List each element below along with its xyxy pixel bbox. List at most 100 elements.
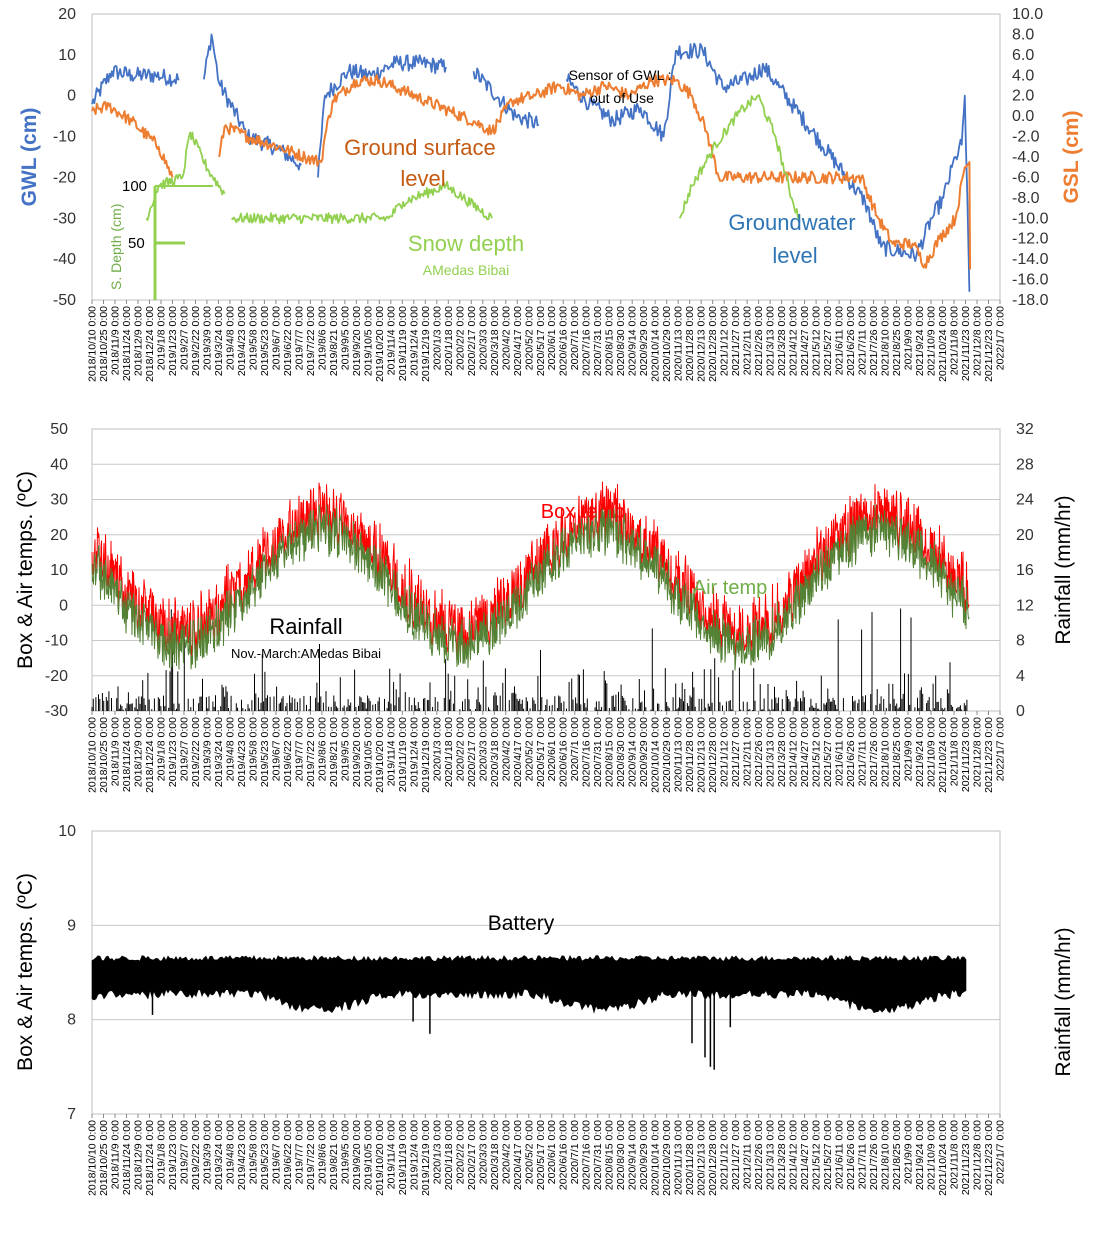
- tick-label: 8: [1016, 633, 1025, 650]
- date-tick-label: 2020/11/13 0:00: [673, 717, 685, 792]
- tick-label: 20: [1016, 527, 1034, 544]
- date-tick-label: 2020/9/14 0:00: [627, 306, 639, 376]
- date-tick-label: 2020/1/3 0:00: [431, 717, 443, 781]
- tick-label: 20: [50, 527, 68, 544]
- date-tick-label: 2019/10/5 0:00: [362, 1120, 374, 1190]
- tick-label: -40: [53, 251, 76, 268]
- tick-label: 10.0: [1012, 6, 1043, 23]
- annotation-rainfall: Rainfall: [269, 614, 342, 639]
- date-tick-label: 2019/3/9 0:00: [201, 306, 213, 370]
- date-tick-label: 2020/4/17 0:00: [512, 1120, 524, 1190]
- tick-label: 10: [58, 47, 76, 64]
- date-tick-label: 2020/10/14 0:00: [650, 717, 662, 793]
- tick-label: 0: [67, 88, 76, 105]
- tick-label: -10: [53, 129, 76, 146]
- date-tick-label: 2019/9/5 0:00: [339, 1120, 351, 1184]
- date-tick-label: 2020/10/29 0:00: [661, 1120, 673, 1196]
- date-tick-label: 2019/8/21 0:00: [328, 717, 340, 787]
- snow-depth-inset-scale: 100 50 S. Depth (cm): [108, 178, 213, 300]
- date-tick-label: 2020/11/13 0:00: [673, 1120, 685, 1195]
- tick-label: 7: [67, 1106, 76, 1123]
- date-tick-label: 2020/7/1 0:00: [569, 306, 581, 370]
- annotation-snow-depth: Snow depth: [408, 231, 524, 256]
- date-tick-label: 2019/10/20 0:00: [374, 306, 386, 382]
- date-tick-label: 2021/7/11 0:00: [857, 1120, 869, 1189]
- date-tick-label: 2019/7/22 0:00: [305, 717, 317, 787]
- date-tick-label: 2020/3/18 0:00: [489, 1120, 501, 1190]
- date-tick-label: 2020/3/3 0:00: [477, 717, 489, 781]
- date-tick-label: 2021/6/26 0:00: [845, 1120, 857, 1190]
- date-tick-label: 2020/8/30 0:00: [615, 1120, 627, 1190]
- gsl-axis-title: GSL (cm): [1060, 111, 1083, 204]
- date-tick-label: 2021/2/26 0:00: [753, 717, 765, 787]
- date-tick-label: 2019/12/4 0:00: [408, 717, 420, 787]
- tick-label: -20: [53, 169, 76, 186]
- date-labels-2: 2018/10/10 0:00 2018/10/25 0:00 2018/11/9 …: [87, 711, 1007, 793]
- date-tick-label: 2020/11/28 0:00: [684, 1120, 696, 1195]
- date-tick-label: 2019/6/7 0:00: [270, 306, 282, 370]
- series-group-1: [91, 33, 972, 292]
- date-tick-label: 2021/3/28 0:00: [776, 1120, 788, 1190]
- tick-labels-rain: 32 28 24 20 16 12 8 4 0: [1016, 421, 1034, 720]
- date-tick-label: 2018/12/24 0:00: [144, 1120, 156, 1196]
- date-tick-label: 2018/10/10 0:00: [87, 306, 99, 382]
- date-tick-label: 2020/2/17 0:00: [466, 1120, 478, 1190]
- annotation-sensor-out-of-use: Sensor of GWL : out of Use: [569, 67, 676, 106]
- gridlines-3: [92, 924, 1000, 1021]
- date-tick-label: 2019/6/7 0:00: [270, 717, 282, 781]
- date-tick-label: 2021/1/27 0:00: [730, 1120, 742, 1190]
- date-tick-label: 2019/7/7 0:00: [293, 717, 305, 781]
- tick-label: 16: [1016, 562, 1034, 579]
- date-tick-label: 2021/4/12 0:00: [788, 717, 800, 787]
- tick-label: -50: [53, 292, 76, 309]
- date-tick-label: 2019/8/6 0:00: [316, 306, 328, 370]
- date-tick-label: 2019/7/7 0:00: [293, 1120, 305, 1184]
- date-tick-label: 2018/12/9 0:00: [132, 717, 144, 787]
- date-tick-label: 2019/2/22 0:00: [190, 1120, 202, 1190]
- date-tick-label: 2020/4/17 0:00: [512, 306, 524, 376]
- date-tick-label: 2018/10/25 0:00: [98, 1120, 110, 1196]
- date-tick-label: 2019/12/19 0:00: [420, 306, 432, 382]
- date-tick-label: 2020/10/14 0:00: [650, 1120, 662, 1196]
- date-tick-label: 2018/12/24 0:00: [144, 717, 156, 793]
- date-tick-label: 2019/11/19 0:00: [397, 306, 409, 381]
- series-box-temp: [91, 481, 970, 663]
- date-tick-label: 2021/1/12 0:00: [719, 306, 731, 376]
- date-tick-label: 2020/2/2 0:00: [454, 717, 466, 781]
- date-tick-label: 2019/7/7 0:00: [293, 306, 305, 370]
- tick-label: 8: [67, 1012, 76, 1029]
- date-tick-label: 2020/11/13 0:00: [673, 306, 685, 381]
- date-tick-label: 2019/1/23 0:00: [167, 717, 179, 787]
- date-tick-label: 2019/11/4 0:00: [385, 1120, 397, 1189]
- date-tick-label: 2019/8/21 0:00: [328, 306, 340, 376]
- date-tick-label: 2019/6/22 0:00: [282, 306, 294, 376]
- date-tick-label: 2021/6/26 0:00: [845, 717, 857, 787]
- date-tick-label: 2019/4/8 0:00: [224, 1120, 236, 1184]
- date-tick-label: 2019/11/4 0:00: [385, 306, 397, 375]
- date-tick-label: 2019/4/23 0:00: [236, 306, 248, 376]
- tick-label: -30: [45, 703, 68, 720]
- date-tick-label: 2021/12/23 0:00: [983, 306, 995, 382]
- battery-dips: [151, 981, 732, 1070]
- tick-label: 20: [58, 6, 76, 23]
- annotation-groundwater-level: Groundwater level: [728, 210, 861, 268]
- date-tick-label: 2018/11/9 0:00: [109, 306, 121, 375]
- date-tick-label: 2021/12/8 0:00: [972, 717, 984, 787]
- date-tick-label: 2020/12/13 0:00: [696, 1120, 708, 1196]
- date-tick-label: 2021/5/12 0:00: [811, 717, 823, 787]
- date-tick-label: 2019/3/24 0:00: [213, 1120, 225, 1190]
- date-tick-label: 2021/5/27 0:00: [822, 306, 834, 376]
- date-tick-label: 2018/11/24 0:00: [121, 717, 133, 792]
- inset-scale-label: S. Depth (cm): [108, 204, 124, 290]
- date-tick-label: 2020/7/1 0:00: [569, 1120, 581, 1184]
- date-tick-label: 2019/9/20 0:00: [351, 717, 363, 787]
- date-tick-label: 2020/10/29 0:00: [661, 717, 673, 793]
- date-tick-label: 2020/2/17 0:00: [466, 717, 478, 787]
- date-tick-label: 2019/6/22 0:00: [282, 1120, 294, 1190]
- date-tick-label: 2019/3/9 0:00: [201, 1120, 213, 1184]
- date-tick-label: 2018/11/9 0:00: [109, 717, 121, 786]
- date-tick-label: 2021/9/24 0:00: [914, 1120, 926, 1190]
- date-tick-label: 2020/9/14 0:00: [627, 717, 639, 787]
